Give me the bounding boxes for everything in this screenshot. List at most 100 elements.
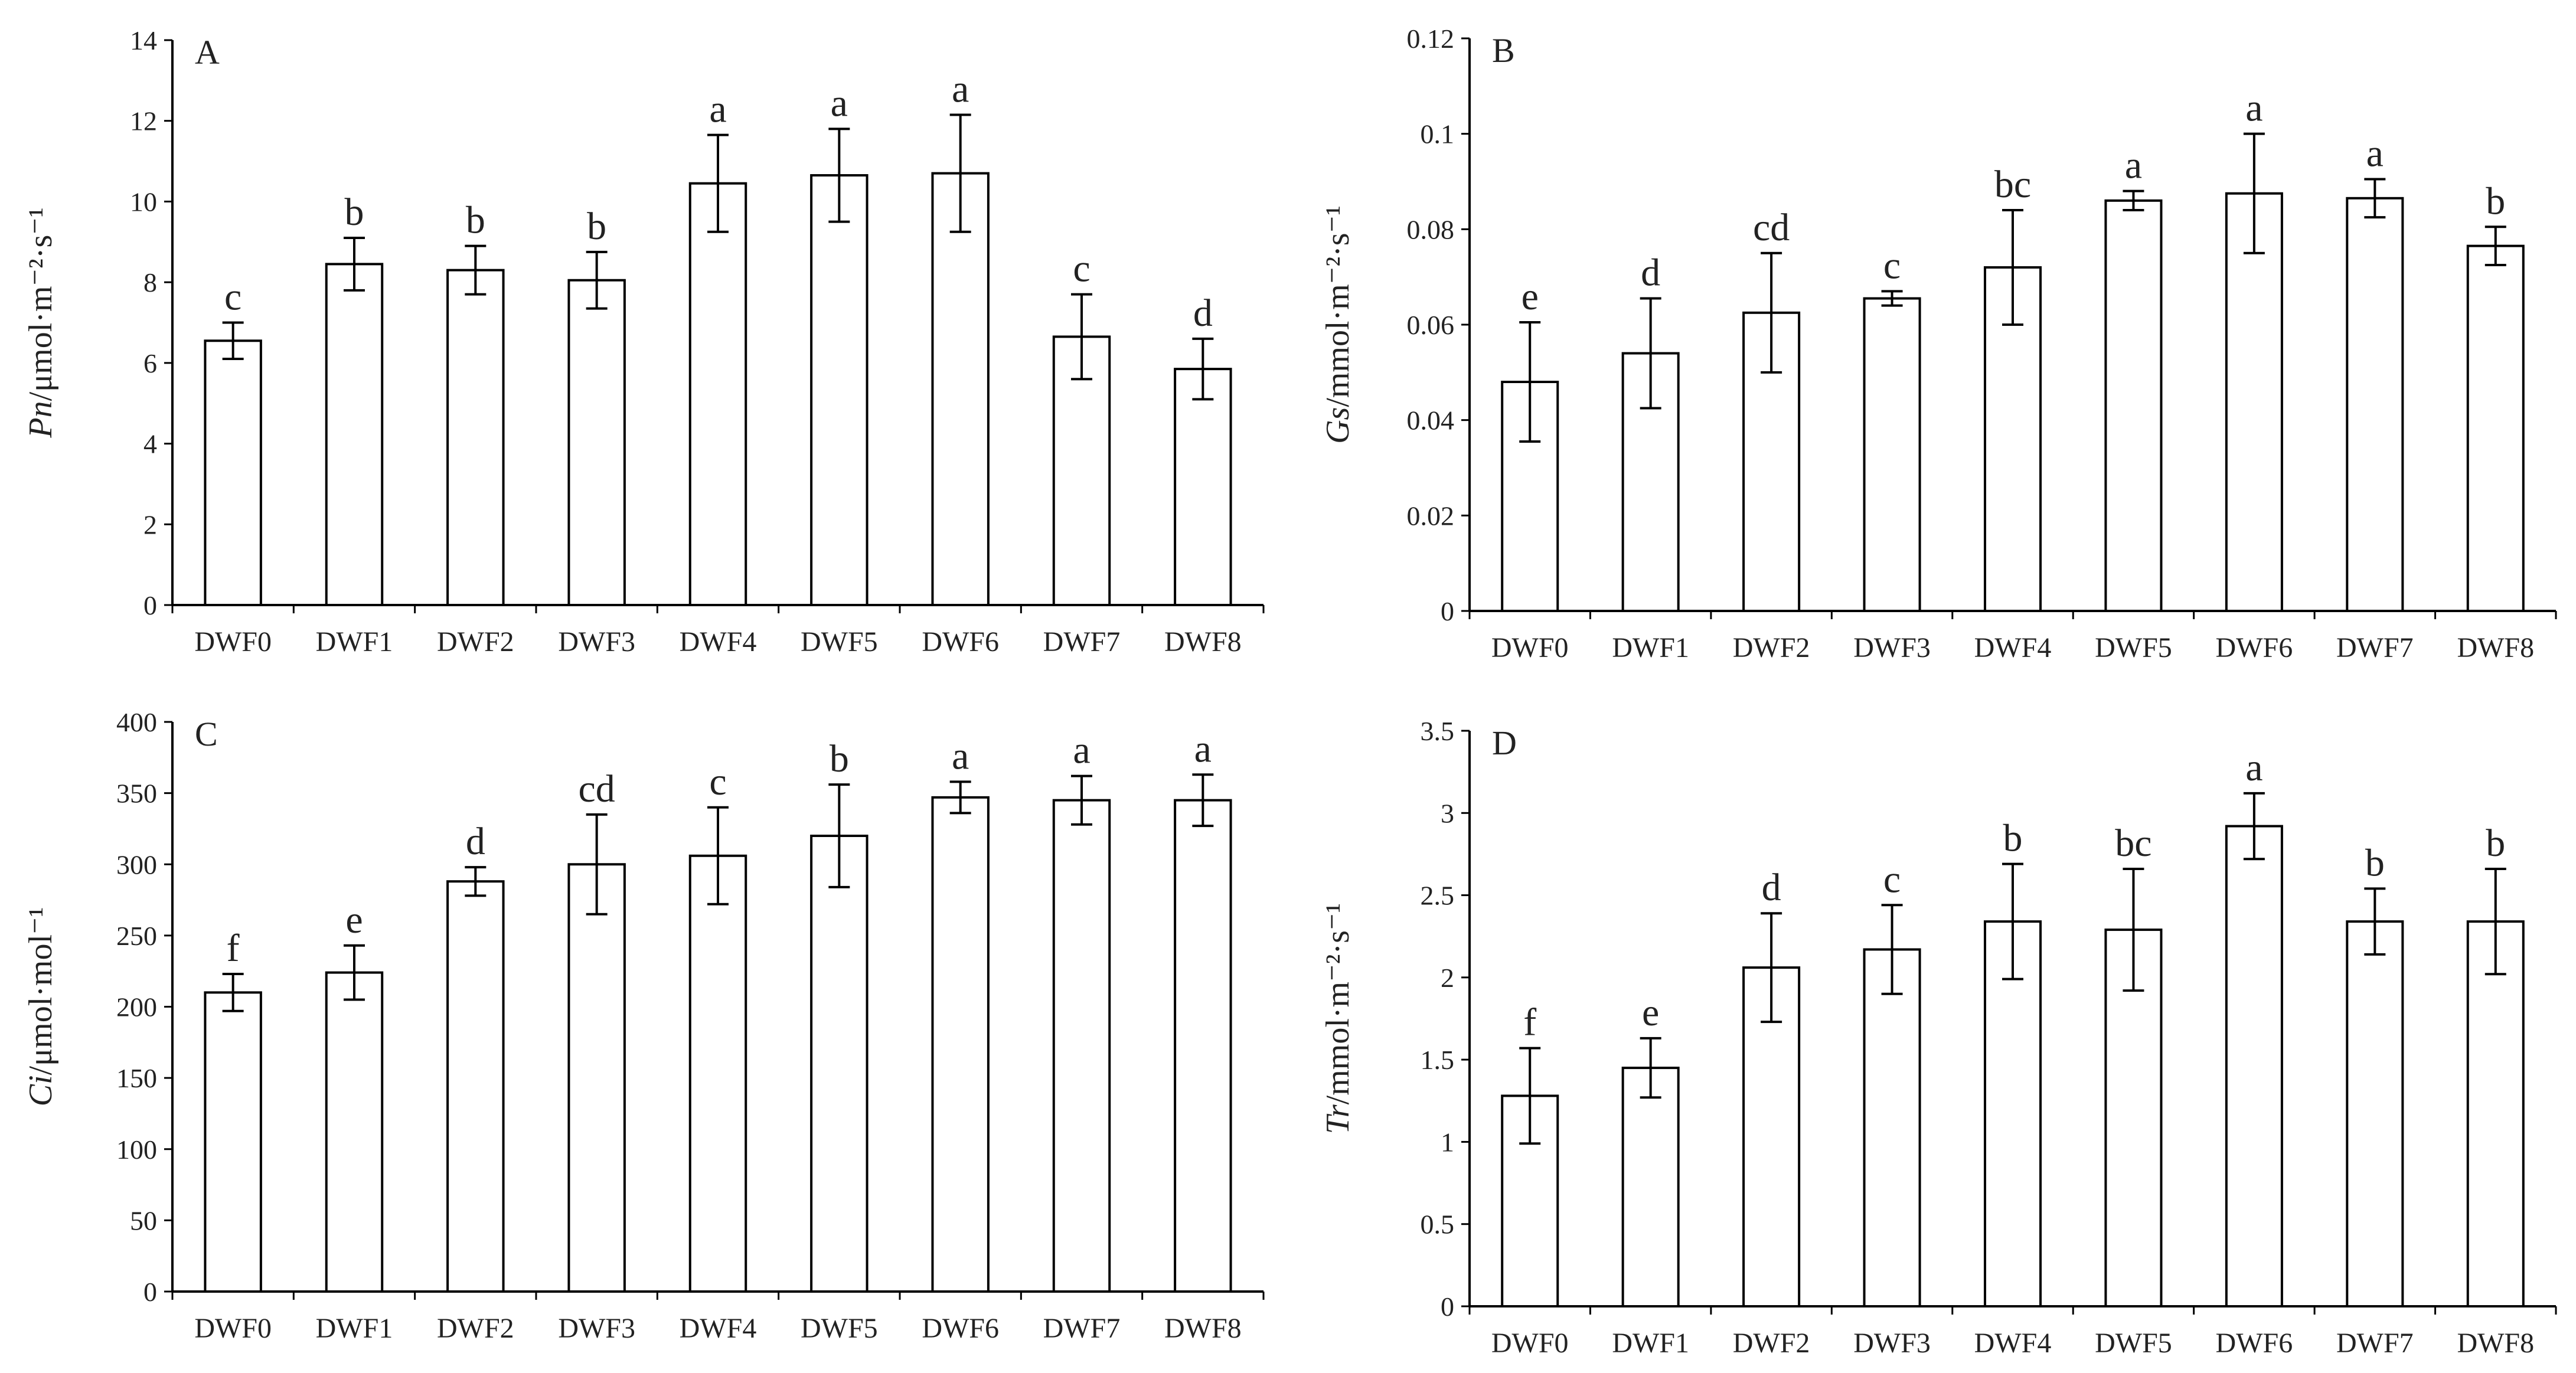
y-tick-label: 350 bbox=[116, 779, 157, 809]
y-tick-label: 0 bbox=[143, 590, 157, 620]
category-label: DWF2 bbox=[1733, 1328, 1810, 1359]
y-tick-label: 14 bbox=[130, 25, 157, 55]
significance-letter: f bbox=[1523, 1001, 1536, 1044]
y-axis-label-unit: /μmol·mol⁻¹ bbox=[22, 907, 59, 1075]
significance-letter: b bbox=[466, 199, 485, 242]
y-tick-label: 2.5 bbox=[1421, 881, 1455, 911]
bar bbox=[2104, 199, 2163, 613]
significance-letter: cd bbox=[579, 767, 615, 810]
category-label: DWF0 bbox=[1491, 632, 1569, 663]
bar bbox=[567, 863, 626, 1293]
y-tick-label: 4 bbox=[143, 429, 157, 459]
y-axis-label-var: Ci bbox=[22, 1075, 59, 1106]
significance-letter: d bbox=[1762, 866, 1781, 909]
bar bbox=[1863, 948, 1921, 1307]
y-tick-label: 8 bbox=[143, 267, 157, 298]
significance-letter: bc bbox=[1994, 163, 2031, 206]
category-label: DWF2 bbox=[437, 626, 514, 658]
y-tick-label: 50 bbox=[130, 1205, 157, 1235]
category-label: DWF0 bbox=[1491, 1328, 1569, 1359]
category-label: DWF1 bbox=[1612, 632, 1689, 663]
y-axis-label: Gs/mmol·m⁻²·s⁻¹ bbox=[1320, 205, 1356, 444]
significance-letter: b bbox=[587, 205, 606, 248]
chart-panel-b: 0 0.02 0.04 0.06 0.08 0.1 0.12 e DWF0 d DWF1 cd DWF2… bbox=[1320, 24, 2557, 663]
category-label: DWF0 bbox=[194, 626, 272, 658]
significance-letter: c bbox=[709, 760, 726, 803]
category-label: DWF5 bbox=[2095, 1328, 2172, 1359]
y-axis-label-var: Gs bbox=[1320, 407, 1356, 444]
category-label: DWF3 bbox=[1853, 632, 1931, 663]
y-tick-label: 0.12 bbox=[1407, 24, 1455, 54]
category-label: DWF3 bbox=[1853, 1328, 1931, 1359]
y-tick-label: 0.02 bbox=[1407, 501, 1455, 531]
y-tick-label: 12 bbox=[130, 106, 157, 136]
significance-letter: b bbox=[345, 191, 364, 234]
significance-letter: a bbox=[1073, 729, 1090, 772]
category-label: DWF4 bbox=[680, 1313, 757, 1344]
category-label: DWF6 bbox=[922, 1313, 999, 1344]
significance-letter: a bbox=[2245, 746, 2262, 789]
significance-letter: cd bbox=[1753, 206, 1790, 249]
category-label: DWF3 bbox=[558, 626, 635, 658]
y-tick-label: 0 bbox=[1441, 1292, 1454, 1322]
category-label: DWF6 bbox=[922, 626, 999, 658]
bar bbox=[2466, 244, 2525, 612]
category-label: DWF8 bbox=[2457, 1328, 2534, 1359]
y-tick-label: 10 bbox=[130, 187, 157, 217]
significance-letter: c bbox=[1883, 858, 1901, 901]
significance-letter: c bbox=[1073, 247, 1090, 290]
bar bbox=[325, 263, 384, 606]
y-tick-label: 1.5 bbox=[1421, 1045, 1455, 1075]
chart-panel-a: 0 2 4 6 8 10 12 14 c DWF0 b DWF1 b DWF2 b DWF3 a DWF4 a DWF… bbox=[22, 25, 1265, 658]
y-axis-label-unit: /μmol·m⁻²·s⁻¹ bbox=[22, 207, 59, 401]
y-tick-label: 0 bbox=[143, 1277, 157, 1307]
category-label: DWF1 bbox=[316, 626, 393, 658]
category-label: DWF7 bbox=[1043, 626, 1121, 658]
bar bbox=[931, 172, 990, 607]
category-label: DWF1 bbox=[1612, 1328, 1689, 1359]
bar bbox=[2466, 920, 2525, 1307]
y-tick-label: 0.08 bbox=[1407, 214, 1455, 244]
y-tick-label: 400 bbox=[116, 707, 157, 737]
y-tick-label: 0.1 bbox=[1421, 119, 1455, 149]
y-tick-label: 6 bbox=[143, 348, 157, 378]
y-tick-label: 0 bbox=[1441, 596, 1454, 626]
y-tick-label: 0.06 bbox=[1407, 310, 1455, 340]
significance-letter: c bbox=[224, 276, 241, 319]
category-label: DWF2 bbox=[1733, 632, 1810, 663]
significance-letter: a bbox=[831, 81, 848, 125]
bar bbox=[810, 835, 869, 1293]
bar bbox=[2225, 825, 2283, 1308]
chart-panel-c: 0 50 100 150 200 250 300 350 400 f DWF0 e DWF1 d DWF2 c… bbox=[22, 707, 1265, 1344]
significance-letter: b bbox=[2486, 179, 2505, 223]
bar bbox=[567, 279, 626, 607]
significance-letter: d bbox=[466, 820, 485, 863]
category-label: DWF6 bbox=[2216, 1328, 2293, 1359]
significance-letter: e bbox=[345, 898, 363, 942]
category-label: DWF4 bbox=[680, 626, 757, 658]
y-axis-label-var: Tr bbox=[1320, 1104, 1356, 1134]
bar bbox=[325, 971, 384, 1293]
chart-panel-d: 0 0.5 1 1.5 2 2.5 3 3.5 f DWF0 e DWF1 d DWF2 c DWF3 b DWF… bbox=[1320, 716, 2557, 1359]
y-axis-label-var: Pn bbox=[22, 401, 59, 438]
category-label: DWF5 bbox=[801, 626, 878, 658]
y-tick-label: 150 bbox=[116, 1063, 157, 1093]
significance-letter: a bbox=[2245, 87, 2262, 130]
significance-letter: c bbox=[1883, 244, 1901, 287]
y-tick-label: 300 bbox=[116, 849, 157, 880]
bar bbox=[204, 339, 262, 607]
significance-letter: a bbox=[1194, 727, 1212, 770]
category-label: DWF2 bbox=[437, 1313, 514, 1344]
significance-letter: b bbox=[830, 737, 849, 780]
significance-letter: a bbox=[2125, 144, 2142, 187]
panel-label: A bbox=[195, 33, 220, 71]
category-label: DWF1 bbox=[316, 1313, 393, 1344]
bar bbox=[2225, 192, 2283, 613]
y-tick-label: 2 bbox=[1441, 963, 1454, 993]
bar bbox=[688, 854, 747, 1293]
bar bbox=[1863, 297, 1921, 612]
category-label: DWF7 bbox=[1043, 1313, 1121, 1344]
y-tick-label: 3 bbox=[1441, 798, 1454, 828]
significance-letter: b bbox=[2486, 822, 2505, 865]
